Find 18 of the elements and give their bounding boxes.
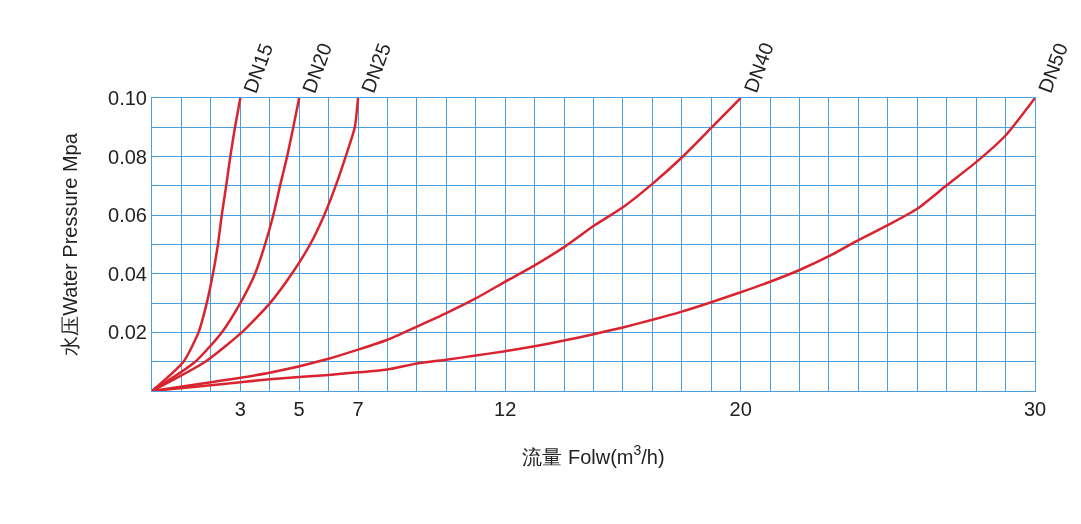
text: DN40: [739, 39, 778, 96]
x-tick-label: 3: [234, 398, 246, 420]
y-tick-label: 0.10: [108, 87, 147, 109]
x-tick-label: 20: [729, 398, 752, 420]
y-axis-title: 水压Water Pressure Mpa: [58, 132, 81, 356]
y-tick-label: 0.06: [108, 204, 147, 227]
x-tick-label: 30: [1023, 398, 1047, 420]
x-tick-label: 12: [494, 398, 517, 420]
y-tick-label: 0.04: [108, 262, 147, 285]
text: DN15: [238, 40, 278, 96]
x-tick-label: 7: [352, 398, 364, 420]
text: DN50: [1033, 40, 1072, 96]
x-tick-label: 5: [293, 398, 305, 420]
y-tick-label: 0.08: [108, 145, 147, 168]
text: DN25: [356, 40, 395, 96]
x-axis-title: 流量 Folw(m$^{3}$/h): [522, 442, 665, 468]
y-tick-label: 0.02: [108, 321, 147, 344]
text: DN20: [297, 40, 337, 96]
